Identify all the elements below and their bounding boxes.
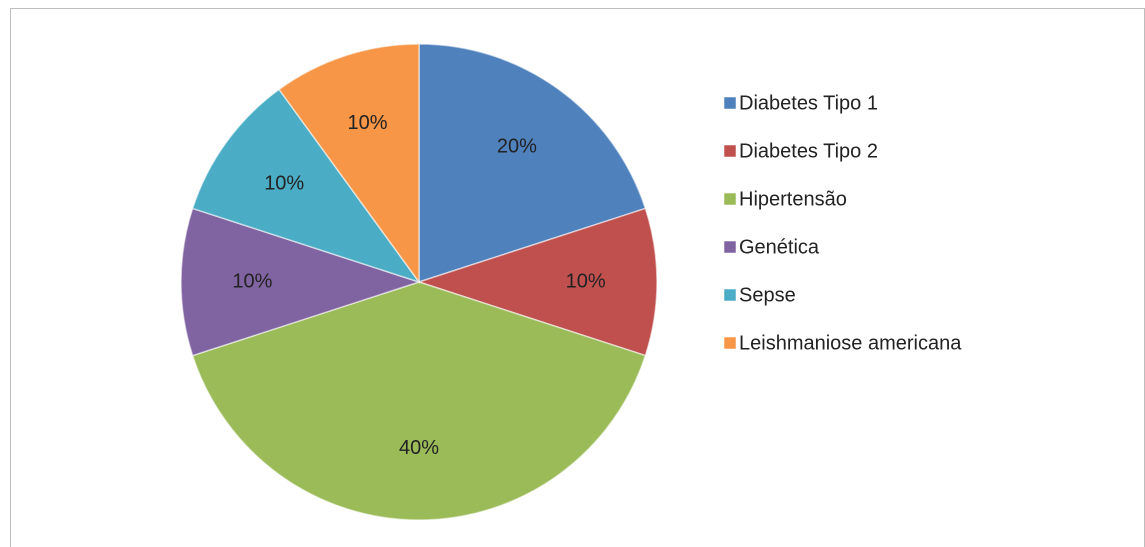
pie-slice	[416, 207, 658, 357]
legend-label: Hipertensão	[739, 188, 847, 210]
pie-slice	[278, 43, 420, 285]
legend-label: Leishmaniose americana	[739, 332, 962, 354]
legend: Diabetes Tipo 1 Diabetes Tipo 2 Hipertensã…	[723, 92, 962, 354]
legend-label: Genética	[739, 236, 820, 258]
pie-slice	[191, 281, 647, 521]
data-label: 20%	[497, 135, 537, 157]
legend-label: Diabetes Tipo 2	[739, 140, 878, 162]
legend-label: Sepse	[739, 284, 796, 306]
legend-swatch	[723, 144, 737, 158]
pie-slice	[191, 88, 421, 284]
data-label: 10%	[264, 172, 304, 194]
legend-swatch	[723, 240, 737, 254]
legend-label: Diabetes Tipo 1	[739, 92, 878, 114]
data-label: 40%	[399, 437, 439, 459]
data-label: 10%	[566, 270, 606, 292]
legend-swatch	[723, 288, 737, 302]
pie: 20% 10% 40% 10% 10% 10%	[180, 43, 658, 521]
pie-slice	[418, 43, 647, 284]
legend-swatch	[723, 336, 737, 350]
data-label: 10%	[348, 112, 388, 134]
legend-swatch	[723, 96, 737, 110]
pie-slice	[180, 207, 422, 357]
legend-swatch	[723, 192, 737, 206]
data-label: 10%	[232, 270, 272, 292]
